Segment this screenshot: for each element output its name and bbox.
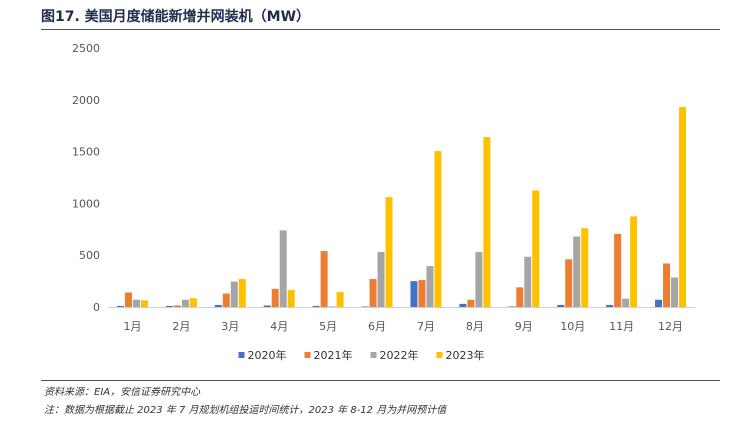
bar-2020年-9月	[508, 306, 516, 307]
legend: 2020年 2021年 2022年 2023年	[238, 348, 485, 362]
bar-2022年-1月	[132, 299, 140, 307]
source-note: 资料来源：EIA，安信证券研究中心	[44, 387, 201, 398]
bar-2023年-11月	[630, 216, 638, 307]
bar-2023年-8月	[483, 137, 491, 307]
bar-2021年-8月	[467, 299, 475, 307]
footer-divider	[41, 380, 720, 381]
bar-2020年-1月	[116, 305, 124, 307]
y-tick-label: 1000	[72, 197, 100, 210]
bar-2020年-7月	[410, 281, 418, 307]
legend-label: 2020年	[248, 348, 287, 362]
bar-2022年-7月	[426, 266, 434, 307]
legend-swatch	[238, 352, 245, 358]
bar-2020年-2月	[165, 305, 173, 307]
x-tick-label: 8月	[466, 320, 484, 333]
bar-2022年-5月	[328, 306, 336, 307]
bar-2021年-12月	[663, 263, 671, 307]
x-tick-label: 1月	[123, 320, 141, 333]
bar-2021年-7月	[418, 280, 426, 307]
bar-2020年-4月	[263, 305, 271, 307]
x-tick-label: 12月	[658, 320, 683, 333]
legend-label: 2021年	[314, 348, 353, 362]
bar-2021年-4月	[271, 288, 279, 307]
bar-2020年-5月	[312, 305, 320, 307]
y-tick-label: 1500	[72, 146, 100, 159]
bar-2020年-10月	[557, 304, 565, 307]
title-divider	[41, 29, 720, 30]
x-tick-label: 2月	[172, 320, 190, 333]
bars	[116, 107, 687, 307]
bar-2023年-3月	[238, 279, 246, 307]
bar-2022年-9月	[524, 256, 532, 307]
bar-2022年-4月	[279, 230, 287, 307]
legend-label: 2023年	[446, 348, 485, 362]
y-tick-label: 0	[93, 301, 100, 314]
x-tick-label: 9月	[515, 320, 533, 333]
bar-2022年-12月	[671, 277, 679, 307]
figure-title: 图17. 美国月度储能新增并网装机（MW）	[41, 9, 311, 25]
x-tick-label: 3月	[221, 320, 239, 333]
bar-2022年-3月	[230, 281, 238, 307]
bar-2023年-1月	[140, 300, 148, 307]
bar-2021年-9月	[516, 287, 524, 307]
y-axis: 0 500 1000 1500 2000 2500	[72, 42, 100, 314]
y-tick-label: 2000	[72, 94, 100, 107]
bar-2023年-12月	[679, 107, 687, 307]
bar-2022年-2月	[181, 299, 189, 307]
x-axis: 1月 2月 3月 4月 5月 6月 7月 8月 9月 10月 11月 12月	[123, 320, 683, 333]
bar-2023年-10月	[581, 228, 589, 307]
x-tick-label: 4月	[270, 320, 288, 333]
bar-2023年-6月	[385, 197, 393, 307]
legend-swatch	[304, 352, 311, 358]
bar-2022年-11月	[622, 298, 630, 307]
y-tick-label: 2500	[72, 42, 100, 55]
x-tick-label: 11月	[609, 320, 634, 333]
bar-2020年-3月	[214, 304, 222, 307]
bar-2021年-3月	[222, 293, 230, 307]
bar-2022年-10月	[573, 236, 581, 307]
bar-2020年-8月	[459, 303, 467, 307]
bar-2023年-4月	[287, 289, 295, 307]
bar-2021年-5月	[320, 251, 328, 307]
legend-swatch	[436, 352, 443, 358]
bar-2020年-6月	[361, 306, 369, 307]
bar-2021年-10月	[565, 259, 573, 307]
bar-2021年-6月	[369, 279, 377, 307]
bar-2020年-11月	[606, 304, 614, 307]
x-tick-label: 5月	[319, 320, 337, 333]
bar-2023年-7月	[434, 151, 442, 307]
bar-2023年-5月	[336, 291, 344, 307]
footnote: 注：数据为根据截止 2023 年 7 月规划机组投运时间统计，2023 年 8-…	[44, 405, 447, 416]
x-tick-label: 7月	[417, 320, 435, 333]
bar-2021年-1月	[124, 292, 132, 307]
y-tick-label: 500	[79, 249, 100, 262]
bar-2023年-9月	[532, 190, 540, 307]
bar-2021年-11月	[614, 233, 622, 307]
bar-2020年-12月	[655, 299, 663, 307]
bar-2021年-2月	[173, 305, 181, 307]
legend-label: 2022年	[380, 348, 419, 362]
x-tick-label: 10月	[560, 320, 585, 333]
legend-swatch	[370, 352, 377, 358]
bar-2023年-2月	[189, 298, 197, 307]
bar-2022年-6月	[377, 252, 385, 307]
bar-2022年-8月	[475, 252, 483, 307]
x-tick-label: 6月	[368, 320, 386, 333]
